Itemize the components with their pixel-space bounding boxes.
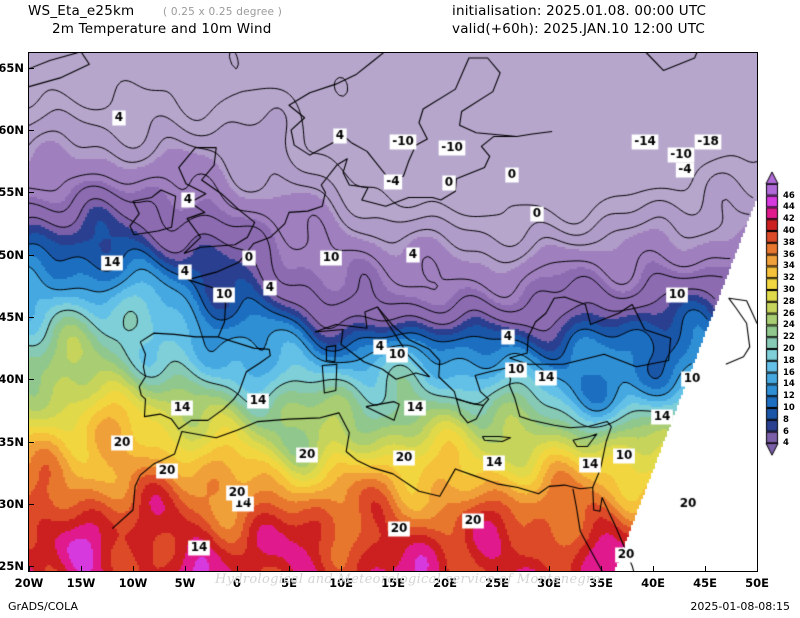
y-tick-mark [28, 67, 34, 69]
y-axis-tick-label: 60N [0, 123, 24, 138]
y-tick-mark [28, 130, 34, 132]
y-tick-mark [28, 254, 34, 256]
y-tick-mark [28, 379, 34, 381]
y-tick-mark [28, 441, 34, 443]
model-resolution-label: ( 0.25 x 0.25 degree ) [163, 6, 283, 18]
y-axis-tick-label: 35N [0, 434, 24, 449]
colorbar-tick-label: 38 [783, 237, 795, 248]
colorbar-tick-label: 8 [783, 414, 789, 425]
colorbar-tick-label: 22 [783, 332, 795, 343]
x-axis-tick-label: 25E [485, 576, 509, 590]
x-axis-tick-label: 5W [174, 576, 196, 590]
colorbar-tick-label: 40 [783, 226, 795, 236]
y-axis-tick-label: 25N [0, 559, 24, 574]
x-tick-mark [549, 566, 550, 572]
x-tick-mark [601, 566, 602, 572]
x-axis-tick-label: 10E [329, 576, 353, 590]
colorbar-tick-label: 32 [783, 273, 795, 284]
x-tick-mark [393, 566, 394, 572]
y-axis-tick-label: 40N [0, 372, 24, 387]
colorbar-tick-label: 12 [783, 391, 795, 402]
colorbar-tick-label: 46 [783, 190, 795, 201]
x-axis-tick-label: 45E [693, 576, 717, 590]
timestamp-label: 2025-01-08-08:15 [690, 600, 790, 613]
x-tick-mark [341, 566, 342, 572]
colorbar-tick-label: 34 [783, 261, 795, 272]
y-tick-mark [28, 316, 34, 318]
x-tick-mark [445, 566, 446, 572]
x-tick-mark [497, 566, 498, 572]
model-name-label: WS_Eta_e25km [28, 3, 135, 19]
colorbar-canvas [762, 164, 800, 464]
colorbar-tick-label: 24 [783, 320, 795, 331]
colorbar-tick-label: 10 [783, 403, 795, 413]
y-tick-mark [28, 192, 34, 194]
x-axis-tick-label: 35E [589, 576, 613, 590]
x-tick-mark [757, 566, 758, 572]
watermark-text: Hydrological and Meteorological service … [215, 572, 601, 587]
x-axis-tick-label: 15E [381, 576, 405, 590]
header: WS_Eta_e25km ( 0.25 x 0.25 degree ) 2m T… [0, 0, 800, 44]
colorbar-tick-label: 18 [783, 355, 795, 366]
colorbar-tick-label: 6 [783, 426, 789, 437]
y-axis-tick-label: 55N [0, 185, 24, 200]
x-tick-mark [705, 566, 706, 572]
x-tick-mark [185, 566, 186, 572]
colorbar-tick-label: 44 [783, 202, 795, 213]
field-description-label: 2m Temperature and 10m Wind [52, 21, 272, 37]
colorbar-tick-label: 28 [783, 296, 795, 307]
colorbar-tick-label: 30 [783, 285, 795, 295]
credit-label: GrADS/COLA [8, 600, 78, 613]
initialisation-label: initialisation: 2025.01.08. 00:00 UTC [452, 3, 707, 19]
y-tick-mark [28, 503, 34, 505]
x-tick-mark [133, 566, 134, 572]
colorbar-tick-label: 42 [783, 214, 795, 225]
x-axis-tick-label: 20W [14, 576, 44, 590]
x-tick-mark [29, 566, 30, 572]
x-axis-tick-label: 50E [745, 576, 769, 590]
x-axis-tick-label: 5E [281, 576, 297, 590]
y-axis-tick-label: 65N [0, 60, 24, 75]
colorbar-tick-label: 14 [783, 379, 795, 390]
x-axis-tick-label: 40E [641, 576, 665, 590]
y-axis-tick-label: 30N [0, 496, 24, 511]
colorbar-tick-label: 36 [783, 249, 795, 260]
x-axis-tick-label: 20E [433, 576, 457, 590]
map-plot-area [28, 52, 758, 572]
valid-time-label: valid(+60h): 2025.JAN.10 12:00 UTC [452, 21, 705, 37]
x-tick-mark [653, 566, 654, 572]
y-axis-tick-label: 50N [0, 247, 24, 262]
y-tick-mark [28, 566, 34, 568]
x-axis-tick-label: 10W [118, 576, 148, 590]
x-axis-tick-label: 15W [66, 576, 96, 590]
x-tick-mark [81, 566, 82, 572]
x-axis-tick-label: 0 [232, 576, 242, 590]
x-tick-mark [237, 566, 238, 572]
y-axis-tick-label: 45N [0, 309, 24, 324]
colorbar-tick-label: 26 [783, 308, 795, 319]
colorbar-tick-label: 20 [783, 344, 795, 354]
x-tick-mark [289, 566, 290, 572]
x-axis-tick-label: 30E [537, 576, 561, 590]
colorbar-tick-label: 16 [783, 367, 795, 378]
colorbar-tick-label: 4 [783, 438, 789, 449]
temperature-map-canvas [29, 53, 757, 571]
